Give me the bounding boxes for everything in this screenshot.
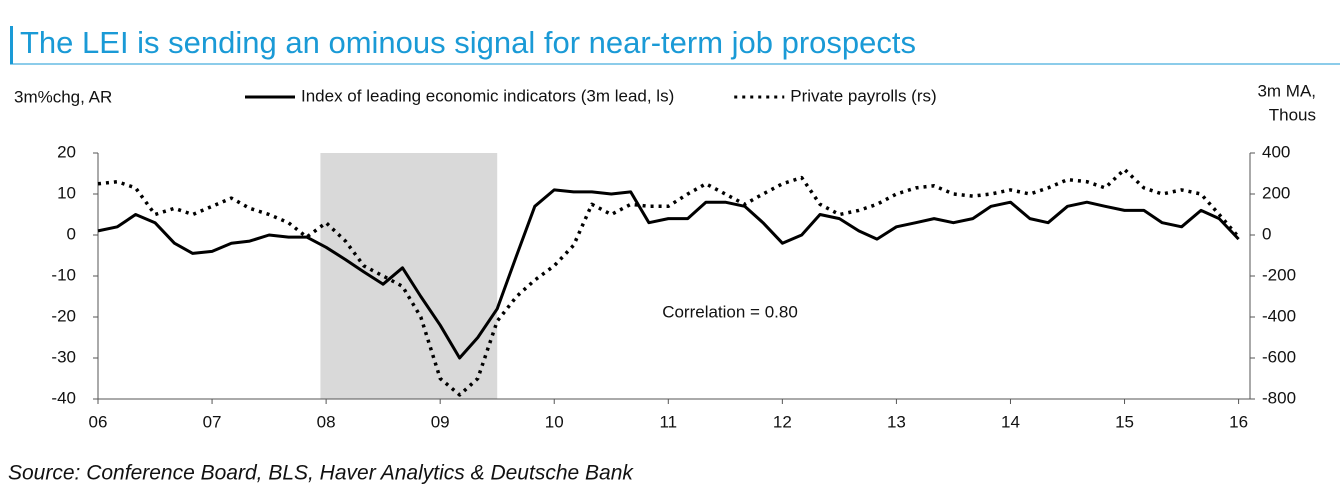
x-tick-label: 08 [317, 412, 336, 431]
x-tick-label: 15 [1115, 412, 1134, 431]
x-tick-label: 12 [773, 412, 792, 431]
x-tick-label: 16 [1229, 412, 1248, 431]
legend-label: Index of leading economic indicators (3m… [301, 86, 674, 105]
legend-label: Private payrolls (rs) [790, 86, 936, 105]
y2-tick-label: 200 [1262, 183, 1290, 202]
source: Source: Conference Board, BLS, Haver Ana… [8, 462, 634, 485]
x-tick-label: 13 [887, 412, 906, 431]
title-bar [10, 26, 13, 64]
x-tick-label: 14 [1001, 412, 1020, 431]
y2-axis-label: Thous [1269, 105, 1316, 124]
y-tick-label: 0 [67, 224, 76, 243]
x-tick-label: 11 [659, 412, 677, 431]
y2-tick-label: -400 [1262, 306, 1296, 325]
y2-tick-label: -800 [1262, 388, 1296, 407]
x-tick-label: 09 [431, 412, 450, 431]
chart-title: The LEI is sending an ominous signal for… [20, 25, 916, 60]
annotation: Correlation = 0.80 [662, 302, 798, 321]
x-tick-label: 10 [545, 412, 564, 431]
y-tick-label: -20 [51, 306, 76, 325]
x-tick-label: 06 [89, 412, 108, 431]
y-tick-label: 20 [57, 142, 76, 161]
y-tick-label: -10 [51, 265, 76, 284]
series-line [97, 188, 1240, 360]
y-tick-label: -30 [51, 347, 76, 366]
y-tick-label: -40 [51, 388, 76, 407]
y2-tick-label: -600 [1262, 347, 1296, 366]
y2-axis-label: 3m MA, [1257, 81, 1316, 100]
y2-tick-label: 400 [1262, 142, 1290, 161]
y-axis-label: 3m%chg, AR [14, 87, 112, 106]
y2-tick-label: -200 [1262, 265, 1296, 284]
x-tick-label: 07 [203, 412, 222, 431]
series-line [97, 167, 1240, 397]
y-tick-label: 10 [57, 183, 76, 202]
y2-tick-label: 0 [1262, 224, 1271, 243]
